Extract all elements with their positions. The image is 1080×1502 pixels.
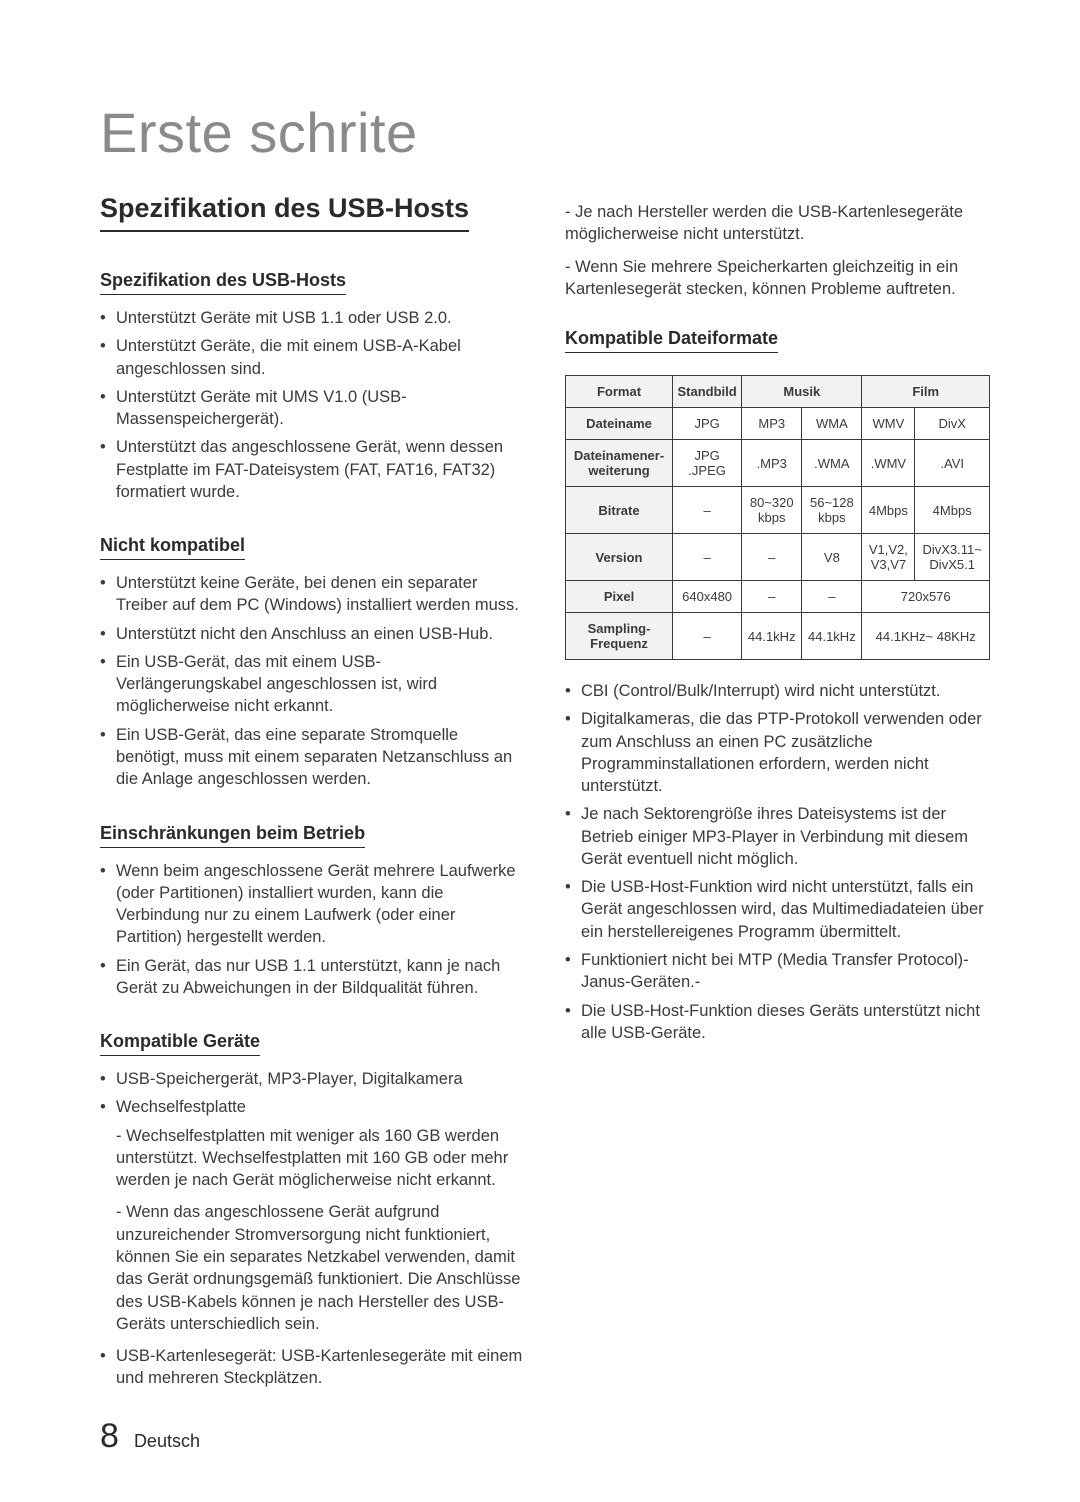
list-item: Unterstützt Geräte mit UMS V1.0 (USB-Mas… xyxy=(100,386,525,431)
table-cell: 640x480 xyxy=(673,581,742,613)
left-column: Spezifikation des USB-Hosts Spezifikatio… xyxy=(100,193,525,1412)
col-musik: Musik xyxy=(742,376,862,408)
devices-heading: Kompatible Geräte xyxy=(100,1031,260,1056)
table-cell: – xyxy=(742,581,802,613)
formats-table: Format Standbild Musik Film DateinameJPG… xyxy=(565,375,990,660)
list-item: Ein USB-Gerät, das eine separate Stromqu… xyxy=(100,724,525,791)
table-cell: 44.1kHz xyxy=(742,613,802,660)
table-cell: WMV xyxy=(862,408,915,440)
list-item: USB-Kartenlesegerät: USB-Kartenlesegerät… xyxy=(100,1345,525,1390)
row-head: Sampling-Frequenz xyxy=(566,613,673,660)
table-cell: – xyxy=(742,534,802,581)
table-cell: MP3 xyxy=(742,408,802,440)
list-item: Die USB-Host-Funktion wird nicht unterst… xyxy=(565,876,990,943)
right-column: - Je nach Hersteller werden die USB-Kart… xyxy=(565,193,990,1412)
table-cell: – xyxy=(673,534,742,581)
table-cell: – xyxy=(802,581,862,613)
table-cell: DivX3.11~ DivX5.1 xyxy=(915,534,990,581)
content-columns: Spezifikation des USB-Hosts Spezifikatio… xyxy=(100,193,990,1412)
table-cell: 80~320 kbps xyxy=(742,487,802,534)
top-para: - Je nach Hersteller werden die USB-Kart… xyxy=(565,201,990,246)
row-head: Pixel xyxy=(566,581,673,613)
restrict-bullets: Wenn beim angeschlossene Gerät mehrere L… xyxy=(100,860,525,1000)
table-cell: 56~128 kbps xyxy=(802,487,862,534)
table-row: Version––V8V1,V2, V3,V7DivX3.11~ DivX5.1 xyxy=(566,534,990,581)
list-item: Digitalkameras, die das PTP-Protokoll ve… xyxy=(565,708,990,797)
section-title: Spezifikation des USB-Hosts xyxy=(100,193,469,232)
bottom-bullets: CBI (Control/Bulk/Interrupt) wird nicht … xyxy=(565,680,990,1044)
table-cell: WMA xyxy=(802,408,862,440)
devices-subpara: - Wenn das angeschlossene Gerät aufgrund… xyxy=(100,1201,525,1335)
formats-heading: Kompatible Dateiformate xyxy=(565,328,778,353)
row-head: Dateiname xyxy=(566,408,673,440)
list-item: Unterstützt Geräte mit USB 1.1 oder USB … xyxy=(100,307,525,329)
incompat-heading: Nicht kompatibel xyxy=(100,535,245,560)
table-row: Bitrate–80~320 kbps56~128 kbps4Mbps4Mbps xyxy=(566,487,990,534)
table-cell: 44.1kHz xyxy=(802,613,862,660)
table-cell: 4Mbps xyxy=(915,487,990,534)
list-item: Unterstützt keine Geräte, bei denen ein … xyxy=(100,572,525,617)
table-cell: – xyxy=(673,487,742,534)
list-item: Ein USB-Gerät, das mit einem USB-Verläng… xyxy=(100,651,525,718)
table-row: Sampling-Frequenz–44.1kHz44.1kHz44.1KHz~… xyxy=(566,613,990,660)
list-item: Die USB-Host-Funktion dieses Geräts unte… xyxy=(565,1000,990,1045)
table-header-row: Format Standbild Musik Film xyxy=(566,376,990,408)
spec-bullets: Unterstützt Geräte mit USB 1.1 oder USB … xyxy=(100,307,525,503)
table-cell: – xyxy=(673,613,742,660)
table-cell: V8 xyxy=(802,534,862,581)
list-item: Wechselfestplatte xyxy=(100,1096,525,1118)
table-cell: .AVI xyxy=(915,440,990,487)
list-item: Unterstützt das angeschlossene Gerät, we… xyxy=(100,436,525,503)
incompat-bullets: Unterstützt keine Geräte, bei denen ein … xyxy=(100,572,525,790)
list-item: Unterstützt Geräte, die mit einem USB-A-… xyxy=(100,335,525,380)
list-item: Wenn beim angeschlossene Gerät mehrere L… xyxy=(100,860,525,949)
devices-bullets-2: USB-Kartenlesegerät: USB-Kartenlesegerät… xyxy=(100,1345,525,1390)
table-cell: DivX xyxy=(915,408,990,440)
list-item: Funktioniert nicht bei MTP (Media Transf… xyxy=(565,949,990,994)
table-cell: JPG .JPEG xyxy=(673,440,742,487)
table-cell: .WMA xyxy=(802,440,862,487)
table-cell: 4Mbps xyxy=(862,487,915,534)
page-title: Erste schrite xyxy=(100,100,990,165)
row-head: Bitrate xyxy=(566,487,673,534)
list-item: Unterstützt nicht den Anschluss an einen… xyxy=(100,623,525,645)
table-cell: 44.1KHz~ 48KHz xyxy=(862,613,990,660)
table-row: Dateinamener-weiterungJPG .JPEG.MP3.WMA.… xyxy=(566,440,990,487)
table-cell: .MP3 xyxy=(742,440,802,487)
row-head: Version xyxy=(566,534,673,581)
footer-lang: Deutsch xyxy=(134,1431,200,1451)
restrict-heading: Einschränkungen beim Betrieb xyxy=(100,823,365,848)
table-row: Pixel640x480––720x576 xyxy=(566,581,990,613)
col-film: Film xyxy=(862,376,990,408)
spec-heading: Spezifikation des USB-Hosts xyxy=(100,270,346,295)
list-item: Ein Gerät, das nur USB 1.1 unterstützt, … xyxy=(100,955,525,1000)
row-head: Dateinamener-weiterung xyxy=(566,440,673,487)
table-cell: .WMV xyxy=(862,440,915,487)
col-standbild: Standbild xyxy=(673,376,742,408)
table-cell: JPG xyxy=(673,408,742,440)
table-cell: 720x576 xyxy=(862,581,990,613)
top-para: - Wenn Sie mehrere Speicherkarten gleich… xyxy=(565,256,990,301)
table-cell: V1,V2, V3,V7 xyxy=(862,534,915,581)
list-item: Je nach Sektorengröße ihres Dateisystems… xyxy=(565,803,990,870)
page-number: 8 xyxy=(100,1417,119,1455)
formats-table-wrap: Format Standbild Musik Film DateinameJPG… xyxy=(565,375,990,660)
devices-subpara: - Wechselfestplatten mit weniger als 160… xyxy=(100,1125,525,1192)
page: Erste schrite Spezifikation des USB-Host… xyxy=(0,0,1080,1502)
list-item: USB-Speichergerät, MP3-Player, Digitalka… xyxy=(100,1068,525,1090)
list-item: CBI (Control/Bulk/Interrupt) wird nicht … xyxy=(565,680,990,702)
col-format: Format xyxy=(566,376,673,408)
table-row: DateinameJPGMP3WMAWMVDivX xyxy=(566,408,990,440)
devices-bullets: USB-Speichergerät, MP3-Player, Digitalka… xyxy=(100,1068,525,1119)
page-footer: 8 Deutsch xyxy=(100,1417,200,1456)
